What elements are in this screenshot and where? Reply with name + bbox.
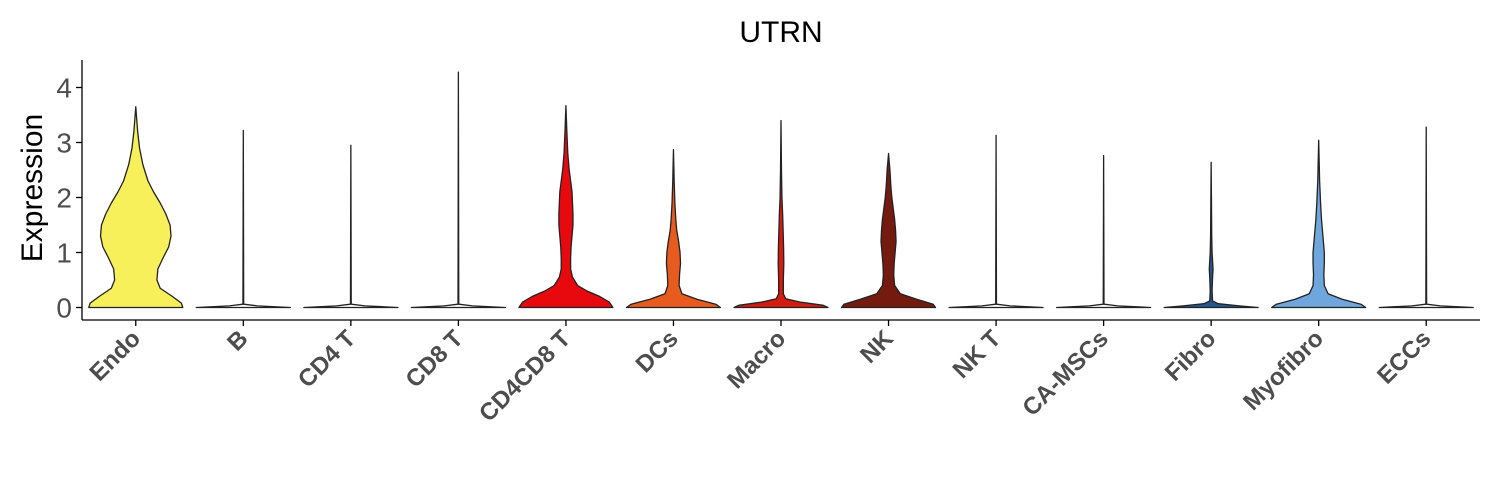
x-tick-label-macro: Macro — [722, 325, 791, 394]
y-tick-label-0: 0 — [56, 293, 72, 324]
x-tick-label-nk-t: NK T — [948, 325, 1007, 384]
y-axis-label: Expression — [16, 114, 49, 262]
y-tick-label-4: 4 — [56, 73, 72, 104]
violin-endo — [88, 106, 184, 309]
violin-nk-t — [948, 134, 1044, 309]
violin-macro — [733, 119, 829, 309]
violin-cd8-t — [410, 71, 507, 309]
violin-ca-mscs — [1055, 155, 1152, 309]
chart-title: UTRN — [739, 16, 822, 49]
violin-dcs — [625, 149, 722, 309]
x-tick-label-cd8-t: CD8 T — [401, 325, 469, 393]
x-tick-label-cd4cd8-t: CD4CD8 T — [474, 325, 576, 427]
violin-eccs — [1378, 126, 1474, 309]
violin-fibro — [1163, 161, 1259, 309]
x-tick-label-nk: NK — [855, 325, 899, 369]
y-tick-label-3: 3 — [56, 128, 72, 159]
x-tick-label-endo: Endo — [84, 325, 146, 387]
y-tick-label-1: 1 — [56, 238, 72, 269]
x-tick-label-cd4-t: CD4 T — [293, 325, 361, 393]
violin-b — [195, 129, 291, 309]
y-tick-label-2: 2 — [56, 183, 72, 214]
x-tick-label-ca-mscs: CA-MSCs — [1017, 325, 1113, 421]
violins-group — [88, 71, 1474, 309]
x-tick-label-myofibro: Myofibro — [1238, 325, 1329, 416]
violin-myofibro — [1271, 139, 1367, 309]
x-ticks-group: Endo B CD4 T CD8 T CD4CD8 T DCs Macro NK NK T CA-… — [84, 320, 1436, 427]
x-tick-label-eccs: ECCs — [1372, 325, 1436, 389]
violin-nk — [840, 152, 937, 309]
x-tick-label-dcs: DCs — [631, 325, 684, 378]
y-ticks-group: 0 1 2 3 4 — [56, 73, 82, 324]
x-tick-label-b: B — [222, 325, 253, 356]
violin-cd4cd8-t — [518, 105, 614, 309]
x-tick-label-fibro: Fibro — [1160, 325, 1222, 387]
violin-cd4-t — [303, 144, 399, 309]
